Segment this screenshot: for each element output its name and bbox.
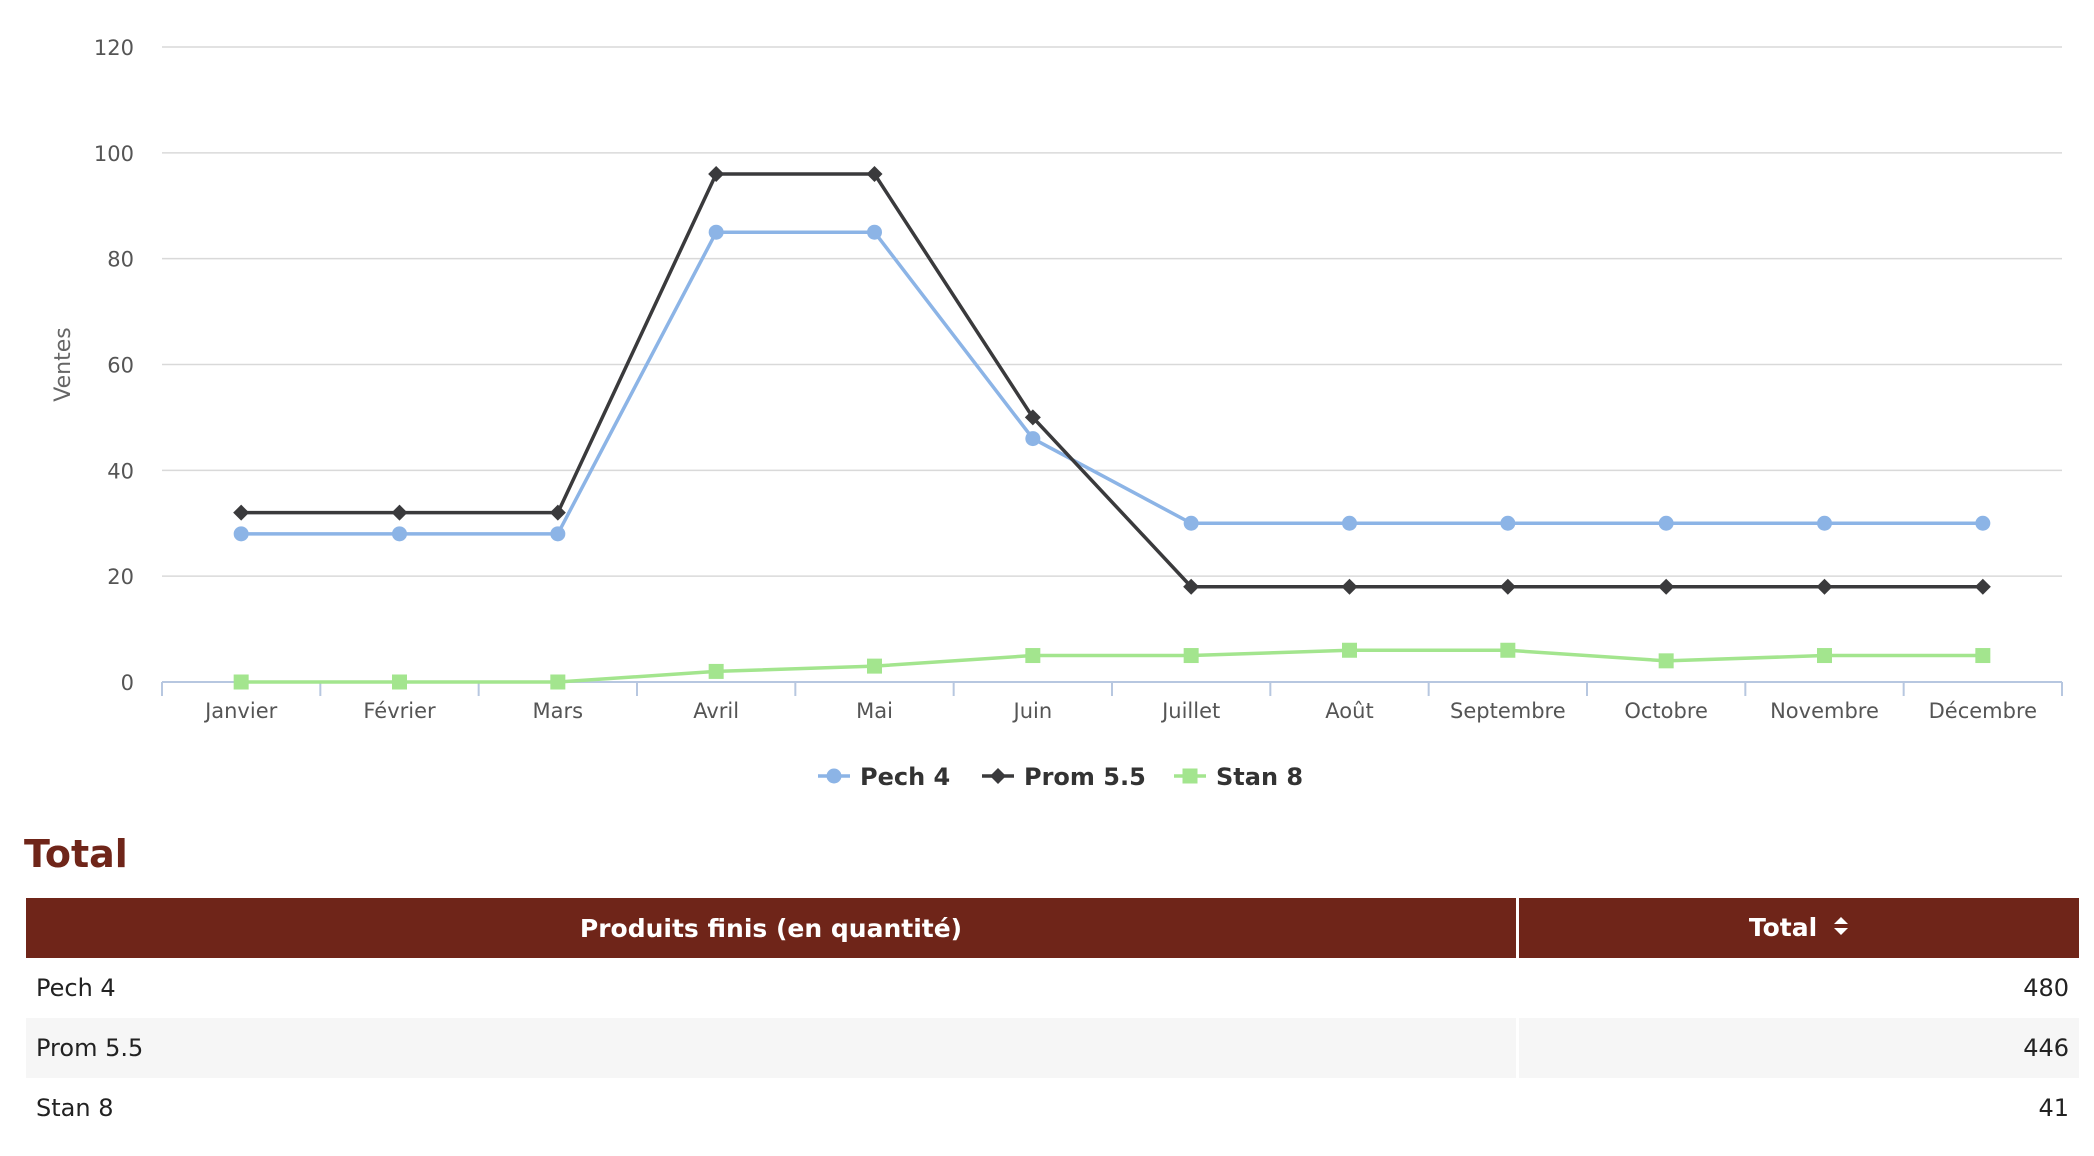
column-header-total[interactable]: Total xyxy=(1519,898,2079,958)
product-cell: Prom 5.5 xyxy=(26,1018,1516,1078)
data-point xyxy=(867,224,882,240)
data-point xyxy=(866,166,883,182)
y-tick-label: 120 xyxy=(94,36,134,60)
data-point xyxy=(1500,642,1516,658)
data-point xyxy=(708,663,724,679)
legend-marker xyxy=(990,768,1006,784)
product-cell: Pech 4 xyxy=(36,974,116,1002)
x-tick-label: Mai xyxy=(856,699,893,723)
table-row: Pech 4 480 xyxy=(26,958,2079,1018)
x-axis-ticks: Janvier Février Mars Avril Mai Juin Juillet Aoû… xyxy=(203,699,2037,723)
y-tick-label: 0 xyxy=(121,671,134,695)
y-tick-label: 80 xyxy=(107,248,134,272)
data-point xyxy=(1658,515,1674,531)
data-point xyxy=(549,504,566,521)
column-header-total-label: Total xyxy=(1748,912,1818,942)
series-0 xyxy=(233,224,1991,542)
legend-marker xyxy=(1182,768,1198,784)
series-line xyxy=(241,172,1983,589)
totals-table-container: Produits finis (en quantité) Total Pech … xyxy=(26,898,2085,1138)
sort-arrows-icon[interactable] xyxy=(1833,914,1849,943)
data-point xyxy=(550,526,566,542)
x-tick-label: Décembre xyxy=(1929,699,2037,723)
x-tick-label: Juin xyxy=(1012,699,1053,723)
legend-item[interactable]: Pech 4 xyxy=(818,763,950,791)
section-title: Total xyxy=(24,832,128,876)
legend-marker xyxy=(826,768,842,784)
x-tick-label: Janvier xyxy=(203,699,278,723)
data-point xyxy=(1342,515,1357,531)
data-point xyxy=(233,504,250,521)
totals-table: Produits finis (en quantité) Total Pech … xyxy=(23,898,2082,1138)
data-point xyxy=(1974,578,1991,595)
x-tick-label: Novembre xyxy=(1770,699,1879,723)
x-axis xyxy=(161,681,2063,696)
y-tick-label: 40 xyxy=(107,459,134,483)
legend-label: Pech 4 xyxy=(860,763,950,791)
series-line xyxy=(241,648,1983,684)
x-tick-label: Octobre xyxy=(1624,699,1708,723)
legend-item[interactable]: Prom 5.5 xyxy=(982,763,1146,791)
data-point xyxy=(233,526,249,542)
y-tick-label: 100 xyxy=(94,142,134,166)
data-point xyxy=(1817,515,1832,531)
x-tick-label: Juillet xyxy=(1160,699,1220,723)
data-point xyxy=(1183,515,1199,531)
legend-item[interactable]: Stan 8 xyxy=(1174,763,1303,791)
data-point xyxy=(1499,578,1516,595)
x-tick-label: Avril xyxy=(693,699,739,723)
data-point xyxy=(391,504,408,521)
table-row: Prom 5.5 446 xyxy=(26,1018,2079,1078)
legend-label: Prom 5.5 xyxy=(1024,763,1146,791)
data-point xyxy=(392,526,407,542)
data-point xyxy=(867,658,882,674)
data-point xyxy=(233,674,249,690)
grid-lines xyxy=(162,46,2062,577)
x-tick-label: Février xyxy=(363,699,436,723)
total-cell: 480 xyxy=(2023,974,2069,1002)
legend: Pech 4 Prom 5.5 Stan 8 xyxy=(818,763,1303,791)
series-2 xyxy=(233,642,1991,690)
line-chart: 0 20 40 60 80 100 120 Janvier Février Mars Avril M… xyxy=(51,36,2063,791)
series-line xyxy=(241,230,1983,536)
data-point xyxy=(1975,648,1991,664)
data-point xyxy=(392,674,407,690)
table-row: Stan 8 41 xyxy=(26,1078,2079,1138)
total-cell: 41 xyxy=(2038,1094,2069,1122)
table-header-row: Produits finis (en quantité) Total xyxy=(26,898,2079,958)
x-tick-label: Mars xyxy=(533,699,584,723)
data-point xyxy=(1183,578,1200,595)
series-lines xyxy=(233,166,1991,690)
column-header-product[interactable]: Produits finis (en quantité) xyxy=(26,898,1516,958)
data-point xyxy=(1341,578,1358,595)
legend-label: Stan 8 xyxy=(1216,763,1303,791)
data-point xyxy=(1024,409,1041,426)
series-1 xyxy=(233,166,1991,595)
data-point xyxy=(1975,515,1991,531)
data-point xyxy=(1025,431,1041,447)
data-point xyxy=(708,166,725,182)
product-cell: Stan 8 xyxy=(36,1094,114,1122)
data-point xyxy=(1658,653,1674,669)
data-point xyxy=(1500,515,1516,531)
data-point xyxy=(1025,648,1041,664)
data-point xyxy=(1658,578,1675,595)
total-cell: 446 xyxy=(1519,1018,2079,1078)
data-point xyxy=(1816,578,1833,595)
data-point xyxy=(708,224,724,240)
column-header-product-label: Produits finis (en quantité) xyxy=(579,913,963,943)
data-point xyxy=(1342,642,1357,658)
data-point xyxy=(550,674,566,690)
y-tick-label: 60 xyxy=(107,354,134,378)
y-axis-title: Ventes xyxy=(51,327,76,401)
x-tick-label: Septembre xyxy=(1450,699,1566,723)
data-point xyxy=(1183,648,1199,664)
y-axis-ticks: 0 20 40 60 80 100 120 xyxy=(94,36,134,695)
y-tick-label: 20 xyxy=(107,565,134,589)
x-tick-label: Août xyxy=(1325,699,1373,723)
data-point xyxy=(1817,648,1832,664)
